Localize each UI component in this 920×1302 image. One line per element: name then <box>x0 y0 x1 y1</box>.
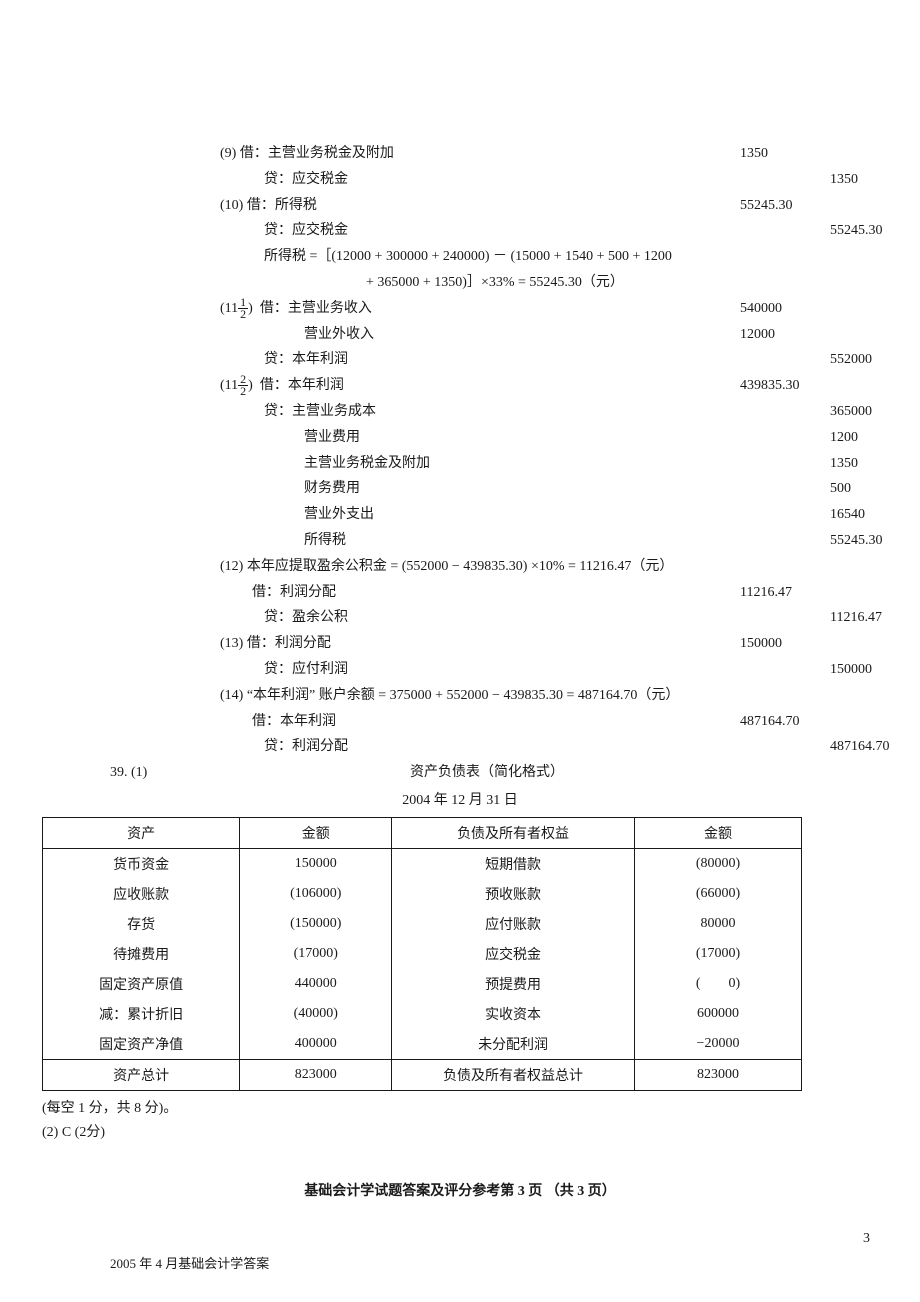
table-row: 固定资产原值440000预提费用( 0) <box>43 969 802 999</box>
entry-11a-credit: 贷：本年利润 552000 (2分) <box>220 348 810 372</box>
table-cell: (106000) <box>240 879 392 909</box>
entry-11b-credit-d: 财务费用 500 <box>220 477 810 501</box>
col-amount2: 金额 <box>635 817 802 848</box>
entry-11b-credit-b: 营业费用 1200 <box>220 426 810 450</box>
table-cell: 预提费用 <box>392 969 635 999</box>
balance-title: 资产负债表（简化格式） <box>164 761 810 785</box>
doc-footer-left: 2005 年 4 月基础会计学答案 <box>110 1253 269 1272</box>
table-cell: (80000) <box>635 848 802 879</box>
table-cell: 货币资金 <box>43 848 240 879</box>
q39-heading: 39. (1) 资产负债表（简化格式） <box>110 761 810 785</box>
q39-footnote: (每空 1 分，共 8 分)。 <box>42 1097 810 1121</box>
table-cell: 短期借款 <box>392 848 635 879</box>
table-cell: 资产总计 <box>43 1059 240 1090</box>
col-amount1: 金额 <box>240 817 392 848</box>
table-header-row: 资产 金额 负债及所有者权益 金额 <box>43 817 802 848</box>
entry-9-credit: 贷：应交税金 1350 (2分) <box>220 168 810 192</box>
table-cell: −20000 <box>635 1029 802 1060</box>
entry-11b-credit-c: 主营业务税金及附加 1350 <box>220 452 810 476</box>
table-cell: 固定资产净值 <box>43 1029 240 1060</box>
entry-13-credit: 贷：应付利润 150000 (2分) <box>220 658 810 682</box>
table-cell: 823000 <box>240 1059 392 1090</box>
table-cell: 应收账款 <box>43 879 240 909</box>
table-cell: 600000 <box>635 999 802 1029</box>
fraction-icon: 22 <box>238 374 248 397</box>
page-footer: 基础会计学试题答案及评分参考第 3 页 （共 3 页） <box>0 1180 920 1200</box>
table-total-row: 资产总计823000负债及所有者权益总计823000 <box>43 1059 802 1090</box>
entry-12-credit: 贷：盈余公积 11216.47 (2分) <box>220 606 810 630</box>
page-number: 3 <box>863 1231 870 1247</box>
table-cell: (17000) <box>635 939 802 969</box>
entry-12-formula: (12) 本年应提取盈余公积金 = (552000 − 439835.30) ×… <box>220 555 810 579</box>
table-cell: ( 0) <box>635 969 802 999</box>
entry-11a-debit1: (1112) 借：主营业务收入 540000 <box>220 297 810 321</box>
entry-13-debit: (13) 借：利润分配 150000 <box>220 632 810 656</box>
table-cell: 150000 <box>240 848 392 879</box>
table-cell: (40000) <box>240 999 392 1029</box>
table-cell: (150000) <box>240 909 392 939</box>
table-cell: 预收账款 <box>392 879 635 909</box>
fraction-icon: 12 <box>238 297 248 320</box>
table-cell: 400000 <box>240 1029 392 1060</box>
entry-12-debit: 借：利润分配 11216.47 <box>220 581 810 605</box>
table-row: 货币资金150000短期借款(80000) <box>43 848 802 879</box>
table-row: 待摊费用(17000)应交税金(17000) <box>43 939 802 969</box>
entry-10-formula-1: 所得税 =［(12000 + 300000 + 240000) － (15000… <box>220 245 810 269</box>
entry-10-credit: 贷：应交税金 55245.30 <box>220 219 810 243</box>
entry-14-debit: 借：本年利润 487164.70 <box>220 710 810 734</box>
table-cell: 440000 <box>240 969 392 999</box>
balance-sheet-table: 资产 金额 负债及所有者权益 金额 货币资金150000短期借款(80000)应… <box>42 817 802 1091</box>
amount: 1350 <box>740 142 768 166</box>
entry-11b-credit-f: 所得税 55245.30 (3分) <box>220 529 810 553</box>
table-cell: 负债及所有者权益总计 <box>392 1059 635 1090</box>
table-cell: 待摊费用 <box>43 939 240 969</box>
table-cell: 固定资产原值 <box>43 969 240 999</box>
entry-14-credit: 贷：利润分配 487164.70 (2分) <box>220 735 810 759</box>
entry-10-formula-2: + 365000 + 1350)］×33% = 55245.30（元） (3分) <box>220 271 810 295</box>
col-liabeq: 负债及所有者权益 <box>392 817 635 848</box>
table-cell: 未分配利润 <box>392 1029 635 1060</box>
table-row: 存货(150000)应付账款80000 <box>43 909 802 939</box>
table-row: 减：累计折旧(40000)实收资本600000 <box>43 999 802 1029</box>
entry-11a-debit2: 营业外收入 12000 <box>220 323 810 347</box>
table-row: 应收账款(106000)预收账款(66000) <box>43 879 802 909</box>
table-cell: 应交税金 <box>392 939 635 969</box>
col-asset: 资产 <box>43 817 240 848</box>
balance-date: 2004 年 12 月 31 日 <box>110 789 810 809</box>
entry-11b-credit-e: 营业外支出 16540 <box>220 503 810 527</box>
table-cell: 存货 <box>43 909 240 939</box>
table-cell: 823000 <box>635 1059 802 1090</box>
table-cell: 80000 <box>635 909 802 939</box>
table-cell: (66000) <box>635 879 802 909</box>
entry-11b-credit-a: 贷：主营业务成本 365000 <box>220 400 810 424</box>
table-cell: 应付账款 <box>392 909 635 939</box>
table-cell: 减：累计折旧 <box>43 999 240 1029</box>
entry-10-debit: (10) 借：所得税 55245.30 <box>220 194 810 218</box>
table-cell: 实收资本 <box>392 999 635 1029</box>
q39-sub2: (2) C (2分) <box>42 1121 810 1145</box>
table-cell: (17000) <box>240 939 392 969</box>
entry-11b-debit: (1122) 借：本年利润 439835.30 <box>220 374 810 398</box>
table-row: 固定资产净值400000未分配利润−20000 <box>43 1029 802 1060</box>
amount: 1350 <box>830 168 858 192</box>
entry-no: (9) <box>220 146 236 161</box>
entry-14-formula: (14) “本年利润” 账户余额 = 375000 + 552000 − 439… <box>220 684 810 708</box>
entry-9-debit: (9) 借：主营业务税金及附加 1350 <box>220 142 810 166</box>
